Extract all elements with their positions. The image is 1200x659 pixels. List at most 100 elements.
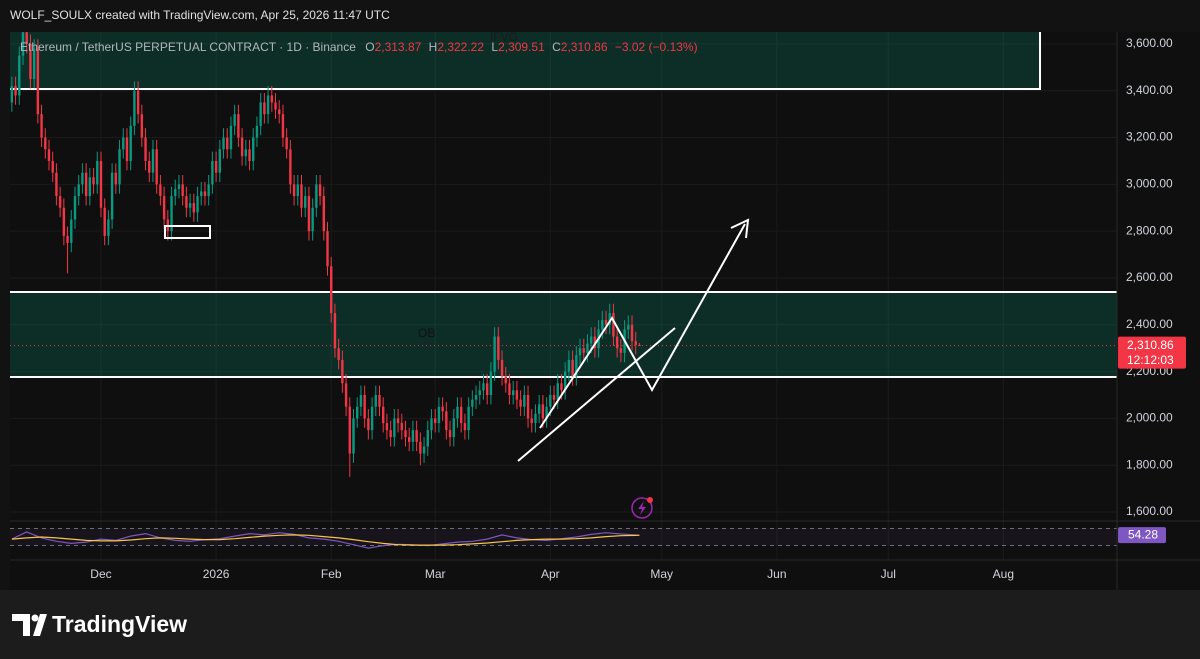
- legend-value: 2,310.86: [561, 40, 608, 54]
- candle-body: [545, 406, 548, 419]
- ob-label: OB: [418, 326, 435, 340]
- candle-body: [445, 411, 448, 431]
- candle-body: [226, 137, 229, 150]
- candle-body: [44, 137, 47, 150]
- candle-body: [471, 399, 474, 407]
- candle-body: [407, 437, 411, 442]
- candle-body: [307, 196, 311, 232]
- candle-body: [341, 359, 344, 384]
- candle-body: [218, 149, 222, 173]
- candle-body: [240, 137, 244, 157]
- candle-body: [541, 404, 545, 419]
- candle-body: [489, 371, 493, 396]
- candle-body: [482, 383, 485, 391]
- candle-body: [162, 196, 166, 220]
- trend-line: [517, 327, 676, 462]
- candle-body: [77, 184, 80, 197]
- candle-body: [21, 32, 25, 56]
- candle-body: [537, 404, 541, 414]
- legend-value: 2,313.87: [375, 40, 422, 54]
- candle-body: [203, 191, 207, 197]
- candle-body: [25, 32, 28, 44]
- y-tick-label: 2,800.00: [1126, 223, 1173, 237]
- candle-body: [627, 324, 630, 330]
- candle-body: [136, 90, 140, 115]
- candle-body: [571, 359, 574, 377]
- candle-body: [70, 219, 73, 243]
- y-tick-label: 3,200.00: [1126, 130, 1173, 144]
- candle-body: [174, 189, 177, 197]
- candle-body: [578, 348, 582, 356]
- candle-body: [352, 418, 355, 454]
- candle-body: [14, 86, 17, 96]
- candle-body: [233, 114, 236, 126]
- candle-body: [526, 395, 530, 419]
- candle-body: [441, 406, 444, 412]
- candle-body: [214, 160, 218, 173]
- candle-body: [32, 48, 36, 80]
- candle-body: [333, 313, 337, 349]
- ob-zone: [10, 292, 1117, 377]
- candle-body: [326, 231, 329, 267]
- candle-body: [96, 160, 99, 185]
- rsi-band: [10, 528, 1117, 546]
- candle-body: [278, 109, 281, 115]
- alert-bolt: [638, 501, 646, 515]
- candle-body: [58, 196, 62, 208]
- candle-body: [114, 172, 118, 185]
- candle-body: [508, 383, 511, 396]
- candle-body: [148, 160, 151, 173]
- candle-body: [196, 196, 199, 213]
- candle-body: [393, 418, 396, 438]
- y-tick-label: 2,400.00: [1126, 317, 1173, 331]
- candle-body: [378, 395, 381, 407]
- rsi-pane: [10, 528, 1117, 549]
- candle-body: [382, 406, 385, 424]
- candle-body: [47, 149, 51, 161]
- candle-body: [411, 430, 415, 442]
- projection-path: [539, 223, 746, 429]
- x-tick-label: Feb: [321, 567, 342, 581]
- candle-body: [151, 149, 155, 173]
- candle-body: [511, 390, 515, 396]
- legend-key: H: [429, 40, 438, 54]
- zones: IFVG OB: [10, 32, 1117, 378]
- candle-body: [419, 441, 422, 454]
- candle-body: [73, 196, 77, 220]
- legend-key: C: [552, 40, 561, 54]
- candle-body: [589, 336, 593, 344]
- candle-body: [36, 48, 40, 115]
- candle-body: [612, 313, 615, 337]
- candle-body: [248, 149, 251, 161]
- candle-body: [519, 399, 522, 407]
- candle-body: [29, 43, 32, 80]
- candle-body: [200, 191, 203, 197]
- candle-body: [207, 184, 210, 197]
- x-tick-label: Aug: [993, 567, 1014, 581]
- candle-body: [608, 313, 611, 325]
- candle-body: [18, 55, 21, 96]
- footer-logo: TradingView: [12, 611, 187, 637]
- alert-icon[interactable]: [631, 497, 653, 519]
- candle-body: [389, 430, 392, 438]
- x-tick-label: Jun: [767, 567, 786, 581]
- candle-body: [252, 137, 255, 161]
- candle-body: [88, 177, 92, 197]
- candle-body: [367, 418, 370, 431]
- candle-body: [582, 348, 585, 353]
- candle-body: [515, 390, 519, 400]
- candle-body: [133, 90, 136, 126]
- candle-body: [497, 336, 500, 360]
- rsi-line: [11, 534, 640, 546]
- candle-body: [292, 184, 296, 197]
- legend-value: 2,322.22: [437, 40, 484, 54]
- candle-body: [523, 395, 526, 407]
- candle-body: [430, 418, 433, 431]
- candle-body: [359, 395, 363, 407]
- candle-body: [118, 149, 121, 185]
- candle-body: [344, 383, 348, 407]
- candle-body: [55, 172, 58, 197]
- candle-body: [129, 125, 132, 161]
- arrow-head: [730, 218, 750, 239]
- candle-body: [51, 160, 54, 173]
